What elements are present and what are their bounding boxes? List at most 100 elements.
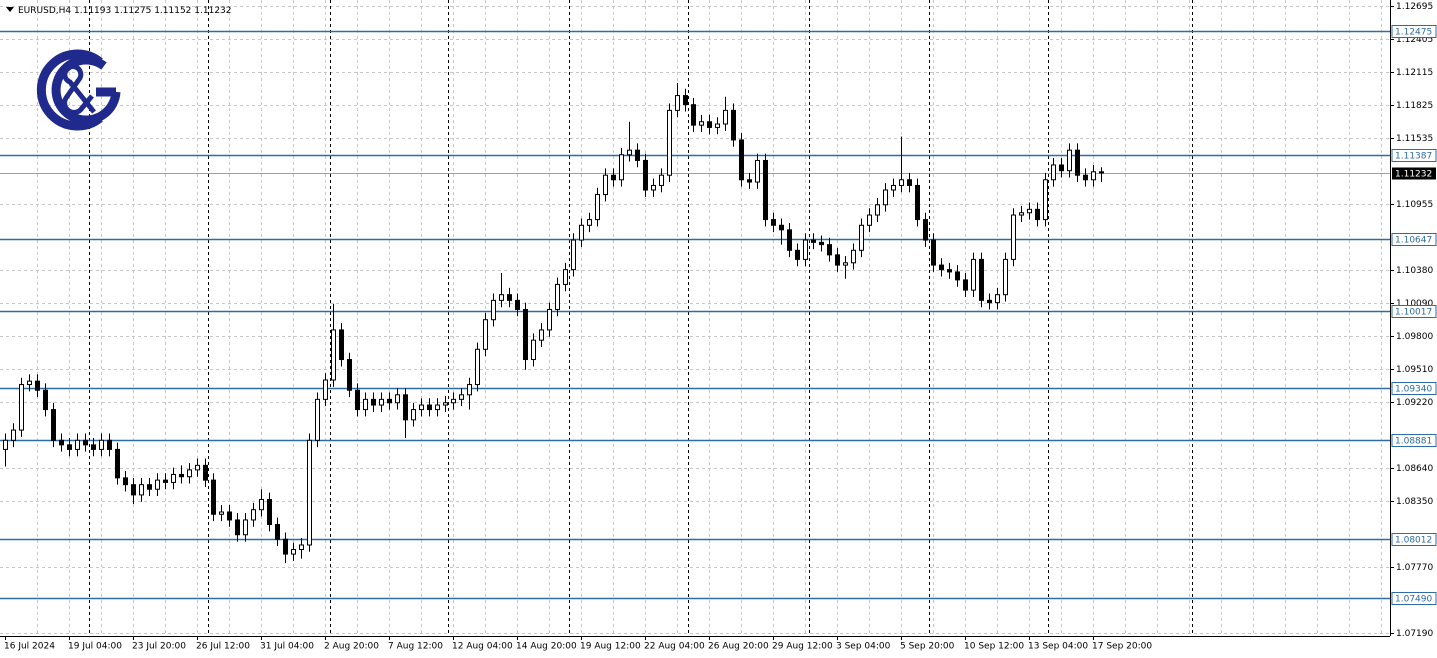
candle-body	[435, 404, 440, 411]
candle-body	[275, 524, 280, 540]
candle-body	[195, 464, 200, 471]
level-label-box	[1391, 592, 1437, 605]
candle-body	[83, 439, 88, 446]
candle-body	[475, 348, 480, 386]
candle-body	[291, 549, 296, 555]
candle-body	[123, 477, 128, 486]
candle-body	[827, 244, 832, 256]
candle-body	[1043, 179, 1048, 221]
candle-body	[1051, 164, 1056, 181]
candle-body	[1067, 149, 1072, 172]
candle-body	[635, 149, 640, 161]
level-label: 1.11387	[1395, 152, 1432, 162]
candle-body	[451, 398, 456, 404]
level-label-box	[1391, 305, 1437, 318]
candle-body	[579, 224, 584, 241]
candle-body	[227, 511, 232, 521]
x-tick-label: 14 Aug 20:00	[516, 642, 577, 652]
x-tick-label: 7 Aug 12:00	[388, 642, 443, 652]
candle-body	[171, 473, 176, 483]
candle-body	[915, 184, 920, 221]
candle-body	[259, 498, 264, 511]
candle-body	[755, 159, 760, 183]
x-tick-label: 13 Sep 04:00	[1028, 642, 1088, 652]
header: EURUSD,H4 1.11193 1.11275 1.11152 1.1123…	[18, 6, 232, 16]
candle-body	[347, 359, 352, 391]
candle-body	[835, 254, 840, 266]
y-tick-label: 1.09510	[1396, 365, 1433, 375]
y-tick-label: 1.12695	[1396, 2, 1433, 12]
candle-body	[739, 139, 744, 181]
candle-body	[931, 239, 936, 266]
level-label-box	[1391, 25, 1437, 38]
candle-body	[587, 219, 592, 226]
candle-body	[667, 109, 672, 176]
candle-body	[691, 104, 696, 126]
y-tick-label: 1.10090	[1396, 299, 1433, 309]
candle-body	[243, 519, 248, 536]
candle-body	[139, 484, 144, 496]
logo-amp	[62, 64, 96, 115]
candle-body	[627, 149, 632, 156]
candle-body	[731, 109, 736, 141]
level-label-box	[1391, 149, 1437, 162]
symbol: EURUSD,H4	[18, 6, 71, 16]
candle-body	[571, 239, 576, 271]
candle-body	[963, 279, 968, 291]
candle-body	[179, 473, 184, 478]
candle-body	[1083, 174, 1088, 181]
candle-body	[91, 444, 96, 450]
candle-body	[299, 544, 304, 551]
candle-body	[795, 249, 800, 260]
candle-body	[3, 439, 8, 450]
candle-body	[371, 398, 376, 406]
candle-body	[987, 299, 992, 304]
candle-body	[267, 498, 272, 526]
x-tick-label: 17 Sep 20:00	[1092, 642, 1152, 652]
level-label: 1.08012	[1395, 536, 1432, 546]
candle-body	[483, 319, 488, 350]
candle-body	[1019, 212, 1024, 216]
candle-body	[651, 184, 656, 191]
candle-body	[515, 299, 520, 310]
candle-body	[1027, 208, 1032, 214]
candle-body	[363, 398, 368, 411]
candle-body	[251, 509, 256, 521]
y-tick-label: 1.08350	[1396, 497, 1433, 507]
candle-body	[187, 469, 192, 478]
candle-body	[19, 384, 24, 431]
candle-body	[395, 394, 400, 404]
candle-body	[1059, 164, 1064, 172]
y-tick-label: 1.11825	[1396, 101, 1433, 111]
candle-body	[811, 239, 816, 243]
candle-body	[499, 294, 504, 301]
period-separators	[89, 0, 1193, 636]
candle-body	[235, 519, 240, 536]
menu-arrow	[6, 7, 14, 12]
levels	[0, 30, 1390, 600]
candle-body	[923, 219, 928, 241]
candle-body	[643, 159, 648, 191]
x-tick-label: 19 Aug 12:00	[580, 642, 641, 652]
candle-body	[779, 224, 784, 231]
candle-body	[467, 384, 472, 396]
y-tick-label: 1.07190	[1396, 629, 1433, 639]
candle-body	[283, 538, 288, 555]
candle-body	[611, 174, 616, 181]
candle-body	[803, 239, 808, 260]
candle-body	[555, 283, 560, 310]
candle-body	[411, 409, 416, 421]
logo-arc	[51, 55, 121, 125]
level-label: 1.09340	[1395, 385, 1432, 395]
candle-body	[443, 402, 448, 406]
candle-body	[723, 109, 728, 125]
x-tick-label: 19 Jul 04:00	[68, 642, 122, 652]
y-tick-label: 1.10955	[1396, 200, 1433, 210]
level-label-box	[1391, 382, 1437, 395]
candle-body	[315, 398, 320, 441]
candle-body	[491, 299, 496, 321]
candle-body	[819, 241, 824, 246]
axis: 1.12695 1.12405 1.12115 1.11825 1.11535 1.109…	[4, 2, 1437, 652]
x-tick-label: 23 Jul 20:00	[132, 642, 186, 652]
candle-body	[851, 249, 856, 264]
